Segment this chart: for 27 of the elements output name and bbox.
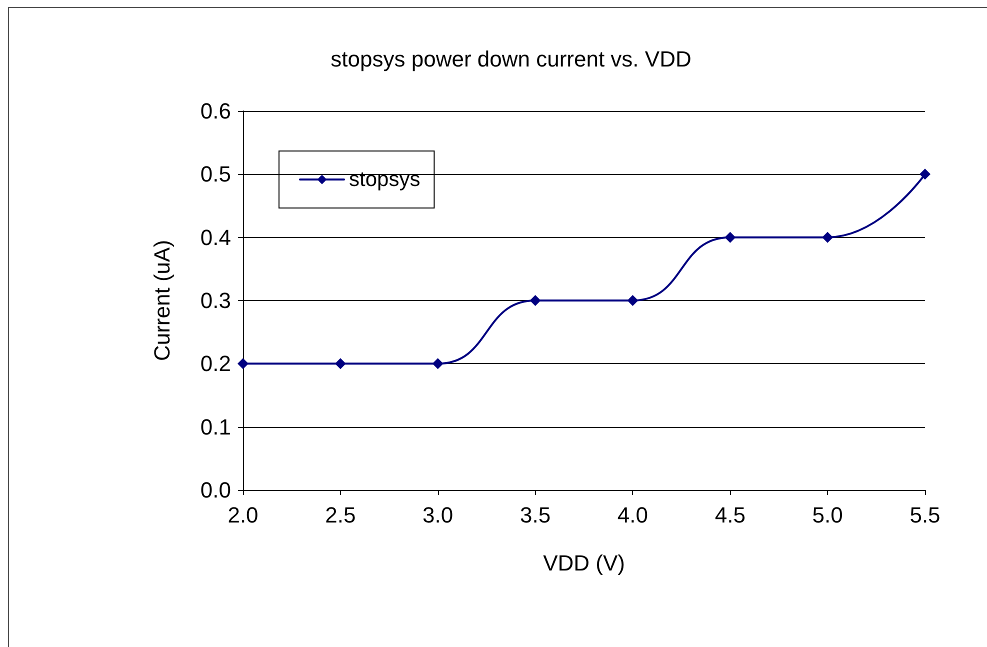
y-tick-label: 0.6 — [200, 98, 231, 124]
x-tick-label: 2.5 — [325, 502, 356, 528]
point — [432, 358, 444, 370]
x-tick-label: 3.5 — [520, 502, 551, 528]
point — [238, 358, 248, 370]
y-tick-label: 0.2 — [200, 351, 231, 376]
point — [920, 168, 930, 180]
y-tick-label: 0.5 — [200, 162, 231, 187]
point — [334, 358, 346, 370]
x-tick-label: 5.0 — [812, 502, 843, 528]
point — [822, 232, 834, 243]
x-tick-label: 3.0 — [422, 502, 454, 528]
x-axis-title: VDD (V) — [543, 550, 625, 576]
y-tick-label: 0.4 — [200, 224, 231, 250]
x-tick-label: 4.5 — [714, 502, 746, 528]
x-tick-label: 4.0 — [617, 502, 648, 528]
point — [530, 295, 541, 306]
y-tick-label: 0.1 — [200, 414, 231, 440]
point — [627, 295, 638, 306]
chart-title: stopsys power down current vs. VDD — [330, 46, 692, 72]
y-tick-label: 0.0 — [200, 478, 231, 502]
legend-label: stopsys — [349, 168, 420, 191]
y-tick-label: 0.3 — [200, 288, 231, 313]
point — [724, 232, 736, 243]
x-tick-label: 5.5 — [910, 502, 940, 528]
y-axis-title: Current (uA) — [150, 240, 174, 362]
x-tick-label: 2.0 — [228, 502, 258, 528]
